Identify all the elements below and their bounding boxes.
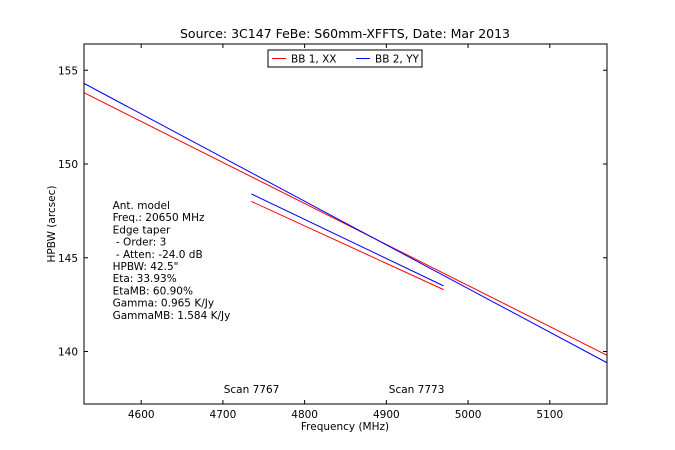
y-tick-label: 145 <box>58 253 78 265</box>
scan-label: Scan 7767 <box>224 384 280 396</box>
y-tick-label: 150 <box>58 159 78 171</box>
series-1-segment-2 <box>251 201 444 291</box>
info-line: Eta: 33.93% <box>113 273 177 285</box>
series-2-segment-2 <box>251 193 444 287</box>
info-line: EtaMB: 60.90% <box>113 285 193 297</box>
info-line: HPBW: 42.5" <box>113 261 179 273</box>
legend-label-bb2: BB 2, YY <box>375 54 420 66</box>
series-2-segment-1 <box>84 82 607 364</box>
x-axis-label: Frequency (MHz) <box>301 421 389 433</box>
x-tick-label: 4800 <box>291 409 318 421</box>
x-tick-label: 5100 <box>536 409 563 421</box>
x-tick-label: 5000 <box>455 409 482 421</box>
axis-ticks: 4600 4700 4800 4900 5000 5100 140 145 150 155 <box>58 44 607 421</box>
x-tick-label: 4700 <box>210 409 237 421</box>
legend-box <box>267 49 423 68</box>
y-tick-label: 155 <box>58 65 78 77</box>
x-tick-label: 4600 <box>128 409 155 421</box>
info-line: Edge taper <box>113 224 171 236</box>
x-tick-label: 4900 <box>373 409 400 421</box>
info-line: - Order: 3 <box>113 237 167 249</box>
info-line: Freq.: 20650 MHz <box>113 212 205 224</box>
scan-label: Scan 7773 <box>389 384 445 396</box>
plot-frame <box>83 43 608 405</box>
legend: BB 1, XX BB 2, YY <box>267 49 423 68</box>
info-line: - Atten: -24.0 dB <box>113 249 203 261</box>
legend-label-bb1: BB 1, XX <box>291 54 337 66</box>
y-tick-label: 140 <box>58 347 78 359</box>
series-layer <box>84 82 607 364</box>
info-line: Ant. model <box>113 200 170 212</box>
series-1-segment-1 <box>84 92 607 356</box>
info-line: Gamma: 0.965 K/Jy <box>113 298 214 310</box>
info-line: GammaMB: 1.584 K/Jy <box>113 310 231 322</box>
chart-title: Source: 3C147 FeBe: S60mm-XFFTS, Date: M… <box>180 26 510 41</box>
y-axis-label: HPBW (arcsec) <box>46 186 58 263</box>
